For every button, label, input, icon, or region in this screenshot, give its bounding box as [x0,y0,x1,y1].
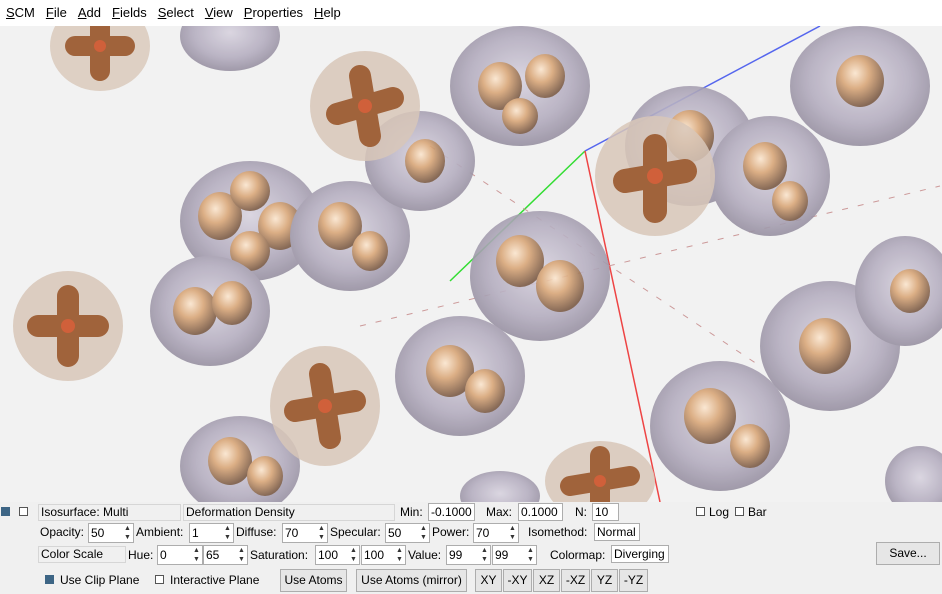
spin-arrows-icon[interactable]: ▲ ▼ [396,547,403,563]
spin-arrows-icon[interactable]: ▲ ▼ [420,525,427,541]
plane-xy-button[interactable]: XY [475,569,502,592]
interactive-plane-checkbox[interactable] [155,575,164,584]
diffuse-label: Diffuse: [236,525,277,539]
spin-arrows-icon[interactable]: ▲ ▼ [527,547,534,563]
selection-marker [1,507,10,516]
interactive-plane-label: Interactive Plane [170,573,260,587]
spin-arrows-icon[interactable]: ▲ ▼ [350,547,357,563]
spin-arrows-icon[interactable]: ▲ ▼ [124,525,131,541]
plane-neg-xz-button[interactable]: -XZ [561,569,590,592]
menu-add[interactable]: Add [77,5,101,20]
specular-spinbox[interactable]: 50 ▲ ▼ [385,523,430,543]
opacity-label: Opacity: [40,525,85,539]
cation-shells [13,26,715,502]
max-value-input[interactable]: 0.1000 [518,503,563,521]
plane-neg-xy-button[interactable]: -XY [503,569,532,592]
isosurface-type-label: Isosurface: Multi [38,504,181,521]
menu-help[interactable]: Help [314,5,341,20]
use-clip-plane-checkbox[interactable] [45,575,54,584]
color-scale-label: Color Scale [38,546,126,563]
spin-arrows-icon[interactable]: ▲ ▼ [481,547,488,563]
field-name-label: Deformation Density [183,504,395,521]
min-label: Min: [400,505,423,519]
menu-view[interactable]: View [204,5,233,20]
molecule-3d-viewport[interactable] [0,26,942,502]
n-label: N: [575,505,587,519]
field-properties-panel: Isosurface: Multi Deformation Density Mi… [0,502,942,594]
saturation-label: Saturation: [250,548,309,562]
use-clip-plane-label: Use Clip Plane [60,573,140,587]
menu-file[interactable]: File [45,5,67,20]
min-value-input[interactable]: -0.1000 [428,503,475,521]
n-value-input[interactable]: 10 [592,503,619,521]
max-label: Max: [486,505,513,519]
field-visible-checkbox[interactable] [19,507,28,516]
menu-bar: SCM File Add Fields Select View Properti… [0,0,942,26]
spin-arrows-icon[interactable]: ▲ ▼ [238,547,245,563]
bar-label: Bar [748,505,767,519]
power-spinbox[interactable]: 70 ▲ ▼ [473,523,519,543]
menu-properties[interactable]: Properties [243,5,304,20]
menu-scm[interactable]: SCM [6,5,35,20]
opacity-spinbox[interactable]: 50 ▲ ▼ [88,523,134,543]
spin-arrows-icon[interactable]: ▲ ▼ [193,547,200,563]
plane-neg-yz-button[interactable]: -YZ [619,569,648,592]
diffuse-spinbox[interactable]: 70 ▲ ▼ [282,523,328,543]
density-render [13,26,942,502]
plane-xz-button[interactable]: XZ [533,569,560,592]
use-atoms-button[interactable]: Use Atoms [280,569,347,592]
log-checkbox[interactable] [696,507,705,516]
power-label: Power: [432,525,470,539]
ambient-spinbox[interactable]: 1 ▲ ▼ [189,523,234,543]
spin-arrows-icon[interactable]: ▲ ▼ [224,525,231,541]
save-button[interactable]: Save... [876,542,940,565]
molecule-shells [150,26,942,502]
colormap-label: Colormap: [550,548,606,562]
bar-checkbox[interactable] [735,507,744,516]
spin-arrows-icon[interactable]: ▲ ▼ [509,525,516,541]
menu-fields[interactable]: Fields [112,5,147,20]
plane-yz-button[interactable]: YZ [591,569,618,592]
saturation-min-spinbox[interactable]: 100 ▲ ▼ [315,545,360,565]
log-label: Log [709,505,730,519]
z-axis-line [584,150,661,502]
isomethod-label: Isomethod: [528,525,588,539]
saturation-max-spinbox[interactable]: 100 ▲ ▼ [361,545,406,565]
hue-min-spinbox[interactable]: 0 ▲ ▼ [157,545,203,565]
menu-select[interactable]: Select [157,5,194,20]
spin-arrows-icon[interactable]: ▲ ▼ [318,525,325,541]
value-min-spinbox[interactable]: 99 ▲ ▼ [446,545,491,565]
ambient-label: Ambient: [136,525,184,539]
use-atoms-mirror-button[interactable]: Use Atoms (mirror) [356,569,467,592]
isomethod-input[interactable]: Normal [594,523,640,541]
colormap-input[interactable]: Diverging [611,545,669,563]
value-max-spinbox[interactable]: 99 ▲ ▼ [492,545,537,565]
specular-label: Specular: [330,525,381,539]
value-label: Value: [408,548,442,562]
hue-max-spinbox[interactable]: 65 ▲ ▼ [203,545,248,565]
hue-label: Hue: [128,548,154,562]
